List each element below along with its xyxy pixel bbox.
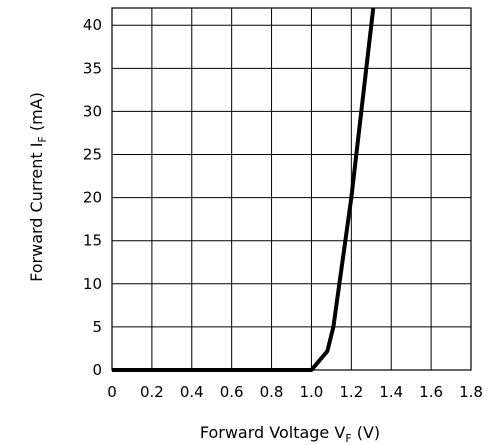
y-axis-label-main: Forward Current I (27, 143, 46, 282)
y-axis-label-sub: F (36, 136, 49, 142)
y-tick-label: 5 (92, 318, 102, 336)
x-tick-label: 0.2 (140, 383, 164, 401)
y-tick-label: 40 (83, 16, 102, 34)
y-tick-label: 25 (83, 146, 102, 164)
y-tick-label: 0 (92, 361, 102, 379)
y-tick-labels: 0 5 10 15 20 25 30 35 40 (83, 16, 102, 379)
y-tick-label: 30 (83, 102, 102, 120)
plot-frame (111, 7, 472, 371)
x-tick-label: 1.2 (339, 383, 363, 401)
x-tick-label: 0.6 (220, 383, 244, 401)
y-tick-label: 15 (83, 232, 102, 250)
grid (111, 8, 472, 371)
x-tick-label: 1.4 (379, 383, 403, 401)
y-tick-label: 10 (83, 275, 102, 293)
x-tick-label: 0.4 (180, 383, 204, 401)
series-line (112, 8, 376, 372)
y-axis-label-unit: (mA) (27, 92, 46, 136)
x-tick-label: 0 (107, 383, 117, 401)
x-tick-labels: 0 0.2 0.4 0.6 0.8 1.0 1.2 1.4 1.6 1.8 (107, 383, 483, 401)
x-axis-label-unit: (V) (352, 423, 381, 442)
y-tick-label: 35 (83, 59, 102, 77)
y-tick-label: 20 (83, 189, 102, 207)
x-axis-label-sub: F (345, 432, 351, 445)
x-tick-label: 0.8 (260, 383, 284, 401)
x-tick-label: 1.0 (300, 383, 324, 401)
x-axis-label-main: Forward Voltage V (200, 423, 346, 442)
x-axis-label: Forward Voltage VF (V) (200, 423, 380, 445)
y-axis-label: Forward Current IF (mA) (27, 92, 49, 282)
plot-area (112, 8, 376, 372)
x-tick-label: 1.6 (419, 383, 443, 401)
x-tick-label: 1.8 (459, 383, 483, 401)
